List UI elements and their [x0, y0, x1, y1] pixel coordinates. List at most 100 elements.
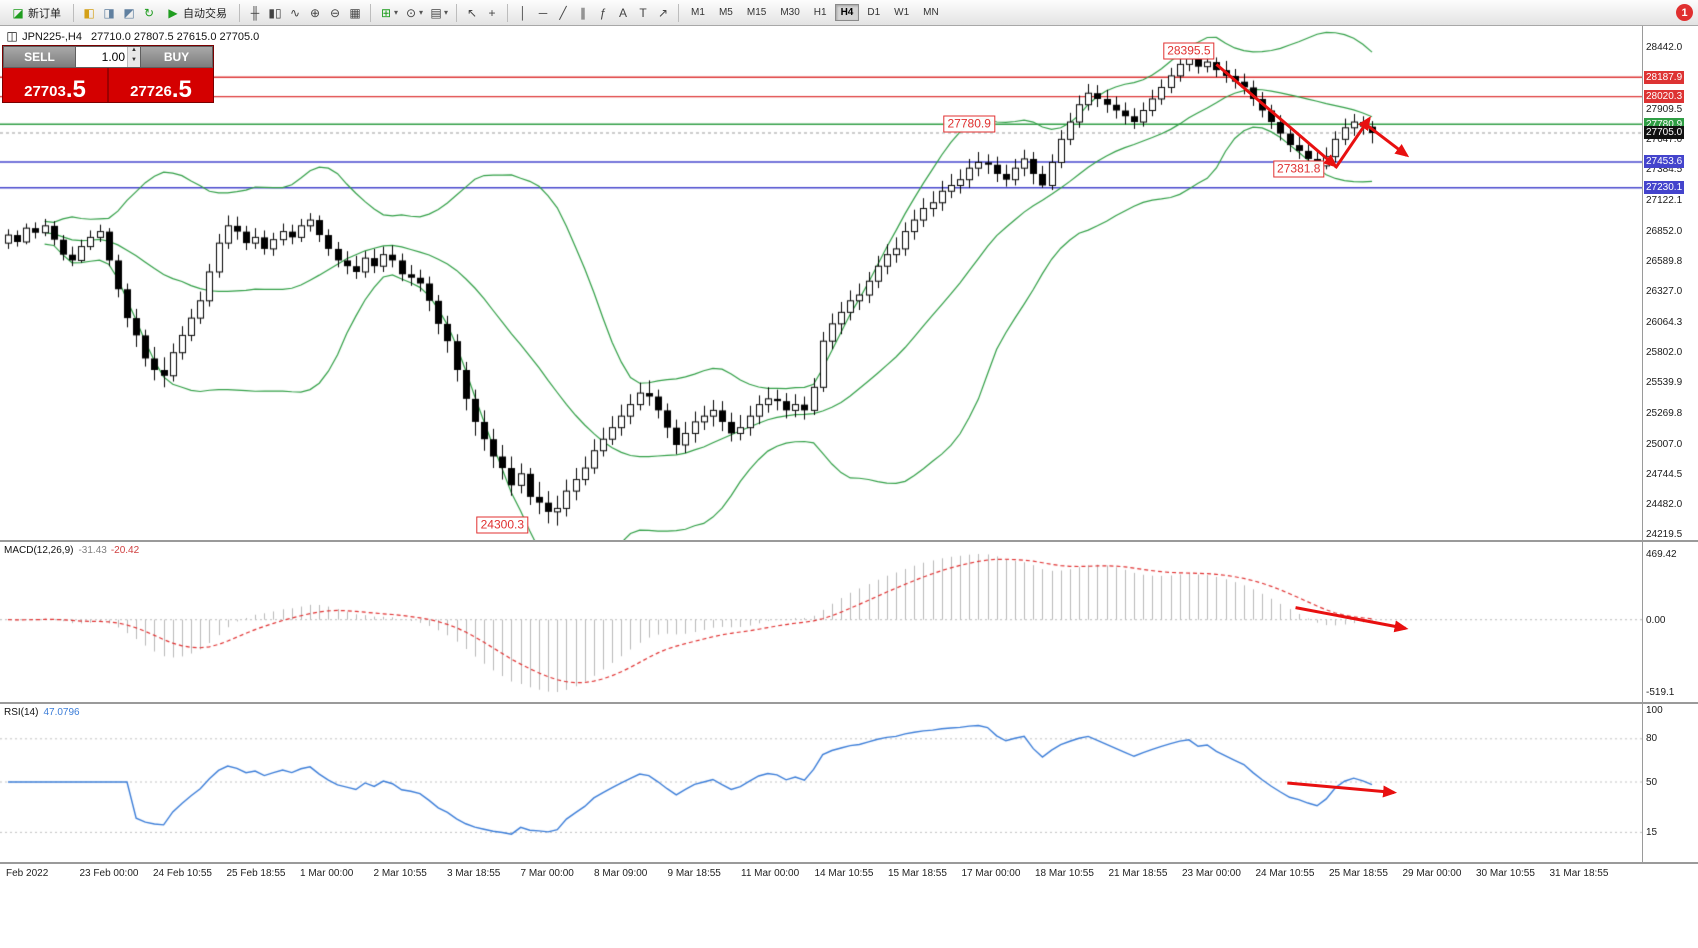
- one-click-trade-widget: SELL ▲ ▼ BUY 27703 .5 27726 .5: [2, 45, 214, 103]
- label-icon[interactable]: T: [639, 5, 647, 20]
- candlestick-chart-icon[interactable]: ▮▯: [268, 5, 282, 20]
- timeframe-w1[interactable]: W1: [888, 4, 915, 21]
- navigator-icon[interactable]: ◩: [123, 5, 135, 20]
- volume-up-icon[interactable]: ▲: [128, 47, 140, 57]
- market-watch-icon[interactable]: ◧: [83, 5, 95, 20]
- timeframe-d1[interactable]: D1: [861, 4, 886, 21]
- templates-icon[interactable]: ▤: [430, 5, 442, 20]
- time-axis-label: 14 Mar 10:55: [814, 868, 874, 879]
- zoom-in-icon[interactable]: ⊕: [309, 5, 321, 20]
- rsi-canvas[interactable]: [0, 704, 1642, 862]
- toolbar-separator: [507, 3, 509, 22]
- price-axis-label: 25539.9: [1646, 377, 1683, 389]
- rsi-axis[interactable]: 100 80 50 15: [1642, 704, 1698, 862]
- rsi-axis-label: 80: [1646, 733, 1658, 745]
- buy-price[interactable]: 27726 .5: [109, 68, 213, 102]
- toolbar-separator: [73, 3, 74, 22]
- timeframe-m15[interactable]: M15: [741, 4, 772, 21]
- price-axis[interactable]: 28442.0 27909.5 27647.0 27384.5 27122.1 26852…: [1642, 26, 1698, 540]
- new-order-icon: ◪: [12, 5, 24, 20]
- bar-chart-icon[interactable]: ╫: [250, 5, 260, 20]
- new-order-button[interactable]: ◪ 新订单: [5, 3, 67, 23]
- autotrading-button[interactable]: ▶ 自动交易: [160, 3, 233, 23]
- time-axis-label: 25 Feb 18:55: [226, 868, 286, 879]
- rsi-axis-label: 15: [1646, 826, 1658, 838]
- text-icon[interactable]: A: [619, 5, 628, 20]
- tile-windows-icon[interactable]: ▦: [349, 5, 361, 20]
- price-axis-label: 25269.8: [1646, 408, 1683, 420]
- notification-badge[interactable]: 1: [1676, 4, 1693, 21]
- price-axis-label: 28187.9: [1644, 70, 1685, 84]
- trendline-icon[interactable]: ╱: [559, 5, 567, 20]
- timeframe-m1[interactable]: M1: [685, 4, 711, 21]
- volume-down-icon[interactable]: ▼: [128, 57, 140, 67]
- time-axis-label: 31 Mar 18:55: [1549, 868, 1609, 879]
- price-annotation: 27780.9: [943, 115, 995, 133]
- timeframe-h1[interactable]: H1: [808, 4, 833, 21]
- time-axis-label: 30 Mar 10:55: [1476, 868, 1535, 879]
- vertical-line-icon[interactable]: │: [519, 5, 527, 20]
- periods-icon[interactable]: ⊙: [405, 5, 417, 20]
- zoom-out-icon[interactable]: ⊖: [329, 5, 341, 20]
- symbol-title: JPN225-,H4: [22, 31, 82, 43]
- sell-button[interactable]: SELL: [3, 46, 76, 68]
- price-annotation: 24300.3: [476, 516, 529, 534]
- macd-panel: 469.42 0.00 -519.1 MACD(12,26,9) -31.43 -2…: [0, 542, 1698, 702]
- refresh-icon[interactable]: ↻: [143, 5, 155, 20]
- time-axis-label: 2 Mar 10:55: [373, 868, 427, 879]
- time-axis-label: 24 Mar 10:55: [1255, 868, 1315, 879]
- sell-price[interactable]: 27703 .5: [3, 68, 109, 102]
- templates-dropdown-icon[interactable]: ▾: [444, 8, 449, 17]
- timeframe-m30[interactable]: M30: [774, 4, 805, 21]
- macd-value-main: -31.43: [78, 545, 107, 556]
- rsi-label: RSI(14) 47.0796: [4, 707, 80, 718]
- macd-name: MACD(12,26,9): [4, 545, 74, 556]
- arrows-tool-icon[interactable]: ↗: [658, 5, 669, 20]
- indicators-dropdown-icon[interactable]: ▾: [394, 8, 399, 17]
- timeframe-m5[interactable]: M5: [713, 4, 739, 21]
- price-axis-label: 25802.0: [1646, 346, 1683, 358]
- sell-price-main: 27703: [24, 83, 66, 100]
- price-chart-canvas[interactable]: [0, 26, 1642, 540]
- cursor-icon[interactable]: ↖: [467, 5, 478, 20]
- panel-divider[interactable]: [0, 540, 1698, 542]
- rsi-axis-label: 100: [1646, 704, 1663, 716]
- periods-dropdown-icon[interactable]: ▾: [419, 8, 424, 17]
- panel-divider[interactable]: [0, 702, 1698, 704]
- macd-canvas[interactable]: [0, 542, 1642, 702]
- macd-axis[interactable]: 469.42 0.00 -519.1: [1642, 542, 1698, 702]
- macd-axis-zero: 0.00: [1646, 614, 1666, 626]
- timeframe-h4[interactable]: H4: [834, 4, 860, 21]
- time-axis-label: 3 Mar 18:55: [447, 868, 501, 879]
- time-axis-label: 8 Mar 09:00: [594, 868, 648, 879]
- toolbar-separator: [456, 3, 458, 22]
- autotrading-label: 自动交易: [183, 7, 227, 20]
- time-axis[interactable]: Feb 2022 23 Feb 00:00 24 Feb 10:55 25 Feb 1…: [0, 864, 1698, 884]
- indicators-icon[interactable]: ⊞: [380, 5, 392, 20]
- macd-label: MACD(12,26,9) -31.43 -20.42: [4, 545, 139, 556]
- time-axis-label: 29 Mar 00:00: [1402, 868, 1462, 879]
- price-axis-label: 27453.6: [1644, 155, 1685, 169]
- time-axis-label: 9 Mar 18:55: [667, 868, 721, 879]
- price-axis-label: 27647.0: [1646, 134, 1683, 146]
- timeframe-mn[interactable]: MN: [917, 4, 945, 21]
- rsi-panel: 100 80 50 15 RSI(14) 47.0796: [0, 704, 1698, 862]
- chart-symbol-icon: ◫: [6, 29, 18, 43]
- time-axis-label: Feb 2022: [6, 868, 49, 879]
- crosshair-icon[interactable]: +: [488, 5, 496, 20]
- horizontal-line-icon[interactable]: ─: [538, 5, 548, 20]
- rsi-value: 47.0796: [43, 707, 80, 718]
- buy-button[interactable]: BUY: [140, 46, 213, 68]
- panel-divider[interactable]: [0, 862, 1698, 864]
- price-panel: 28442.0 27909.5 27647.0 27384.5 27122.1 26852…: [0, 26, 1698, 540]
- channel-icon[interactable]: ∥: [580, 5, 587, 20]
- line-chart-icon[interactable]: ∿: [289, 5, 301, 20]
- time-axis-label: 23 Feb 00:00: [79, 868, 139, 879]
- volume-box: ▲ ▼: [76, 46, 140, 68]
- price-axis-label: 25007.0: [1646, 438, 1683, 450]
- data-window-icon[interactable]: ◨: [103, 5, 115, 20]
- macd-axis-min: -519.1: [1646, 687, 1675, 698]
- price-axis-label: 27705.0: [1644, 126, 1685, 140]
- volume-input[interactable]: [76, 47, 127, 67]
- fibonacci-icon[interactable]: ƒ: [599, 5, 607, 20]
